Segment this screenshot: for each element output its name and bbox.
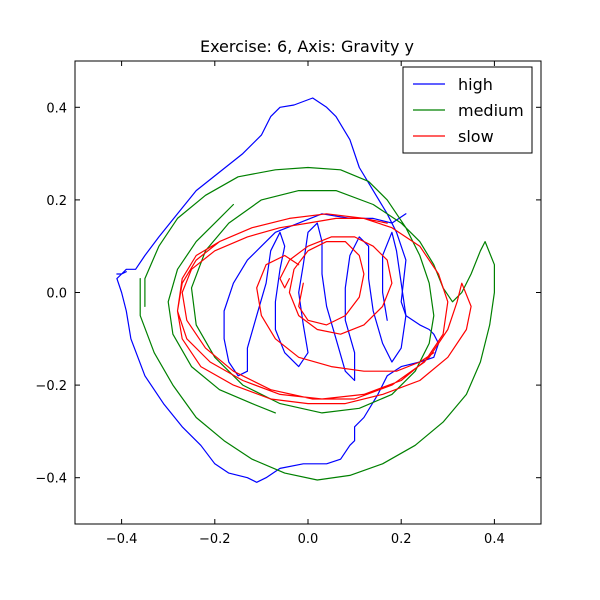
- chart-title: Exercise: 6, Axis: Gravity y: [200, 37, 414, 56]
- series-line-medium-3: [139, 166, 495, 481]
- legend: high medium slow: [402, 66, 533, 154]
- legend-label-medium: medium: [458, 101, 524, 120]
- x-tick-label: 0.2: [391, 532, 412, 547]
- legend-label-slow: slow: [458, 127, 494, 146]
- y-tick-label: −0.2: [35, 379, 67, 394]
- x-tick-label: −0.4: [106, 532, 138, 547]
- x-tick-label: −0.2: [199, 532, 231, 547]
- y-tick-label: −0.4: [35, 472, 67, 487]
- x-tick-label: 0.0: [298, 532, 319, 547]
- series-line-high-1: [223, 213, 407, 382]
- series-line-slow-5: [279, 236, 393, 335]
- y-axis-ticks: −0.4 −0.2 0.0 0.2 0.4: [35, 101, 541, 487]
- y-tick-label: 0.2: [46, 194, 67, 209]
- x-axis-ticks: −0.4 −0.2 0.0 0.2 0.4: [106, 61, 505, 547]
- y-tick-label: 0.0: [46, 287, 67, 302]
- y-tick-label: 0.4: [46, 101, 67, 116]
- series-line-slow-4: [176, 213, 472, 405]
- plot-lines: [116, 97, 495, 483]
- x-tick-label: 0.4: [484, 532, 505, 547]
- legend-label-high: high: [458, 75, 493, 94]
- series-line-slow-6: [256, 254, 435, 372]
- series-line-medium-2: [167, 203, 276, 414]
